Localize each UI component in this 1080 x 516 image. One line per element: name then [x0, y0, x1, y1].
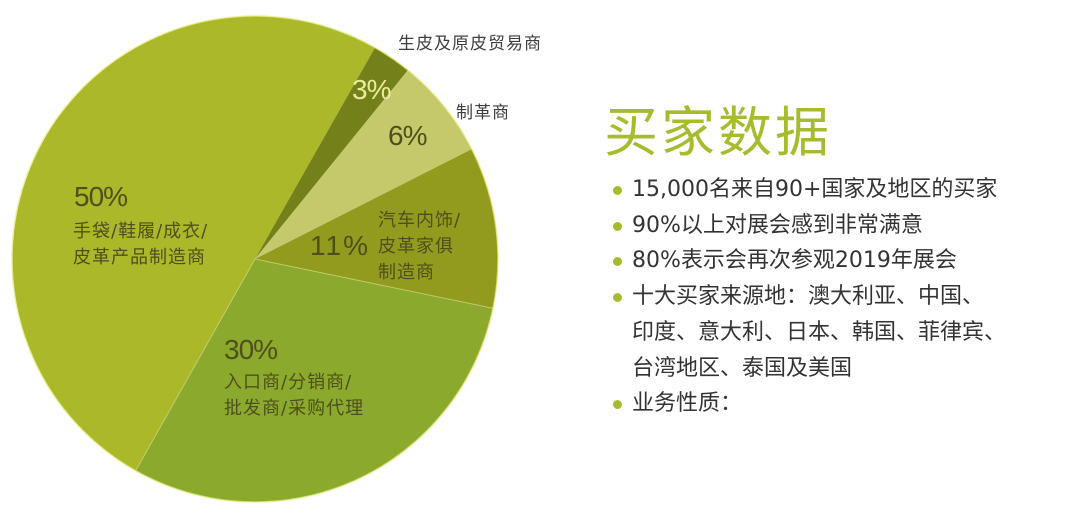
slice-30-label-line2: 批发商/采购代理	[224, 398, 365, 419]
slice-6-outside-label: 制革商	[456, 103, 510, 123]
pie-slice-30	[135, 259, 493, 502]
slice-11-label-line2: 皮革家俱	[378, 236, 454, 257]
slice-50-label-line1: 手袋/鞋履/成衣/	[73, 221, 209, 242]
pie-slice-50	[12, 16, 375, 471]
bullet-text: 90%以上对展会感到非常满意	[632, 212, 923, 238]
slice-30-percent: 30%	[224, 334, 278, 365]
slice-50-label-line2: 皮革产品制造商	[73, 247, 206, 268]
bullet-item: 80%表示会再次参观2019年展会	[612, 243, 1006, 279]
bullet-text: 业务性质：	[632, 391, 743, 417]
pie-slice-6	[255, 70, 472, 259]
buyer-facts-list: 15,000名来自90+国家及地区的买家 90%以上对展会感到非常满意 80%表…	[612, 172, 1006, 422]
slice-11-label-line3: 制造商	[378, 262, 435, 283]
slice-11-percent: 11%	[310, 230, 370, 261]
panel-title: 买家数据	[604, 101, 832, 164]
bullet-item: 90%以上对展会感到非常满意	[612, 208, 1006, 244]
bullet-dot-icon	[613, 186, 622, 195]
bullet-text-continued: 印度、意大利、日本、韩国、菲律宾、	[632, 319, 1007, 345]
slice-6-percent: 6%	[388, 120, 427, 151]
bullet-dot-icon	[613, 293, 622, 303]
slice-30-label-line1: 入口商/分销商/	[224, 372, 353, 393]
bullet-text-continued: 台湾地区、泰国及美国	[632, 355, 853, 381]
pie-slice-11	[255, 149, 498, 309]
bullet-dot-icon	[613, 257, 622, 267]
bullet-text: 15,000名来自90+国家及地区的买家	[632, 177, 998, 202]
bullet-item: 十大买家来源地：澳大利亚、中国、 印度、意大利、日本、韩国、菲律宾、 台湾地区、…	[612, 279, 1006, 386]
bullet-dot-icon	[613, 400, 622, 410]
slice-3-outside-label: 生皮及原皮贸易商	[398, 34, 542, 54]
bullet-dot-icon	[613, 221, 622, 231]
slice-50-percent: 50%	[74, 181, 128, 212]
pie-slice-3	[255, 47, 408, 259]
bullet-text: 十大买家来源地：澳大利亚、中国、	[632, 284, 985, 310]
slice-3-percent: 3%	[352, 74, 391, 105]
bullet-item: 15,000名来自90+国家及地区的买家	[612, 172, 1006, 208]
slice-11-label-line1: 汽车内饰/	[378, 210, 462, 231]
bullet-text: 80%表示会再次参观2019年展会	[632, 248, 957, 274]
bullet-item: 业务性质：	[612, 386, 1006, 422]
